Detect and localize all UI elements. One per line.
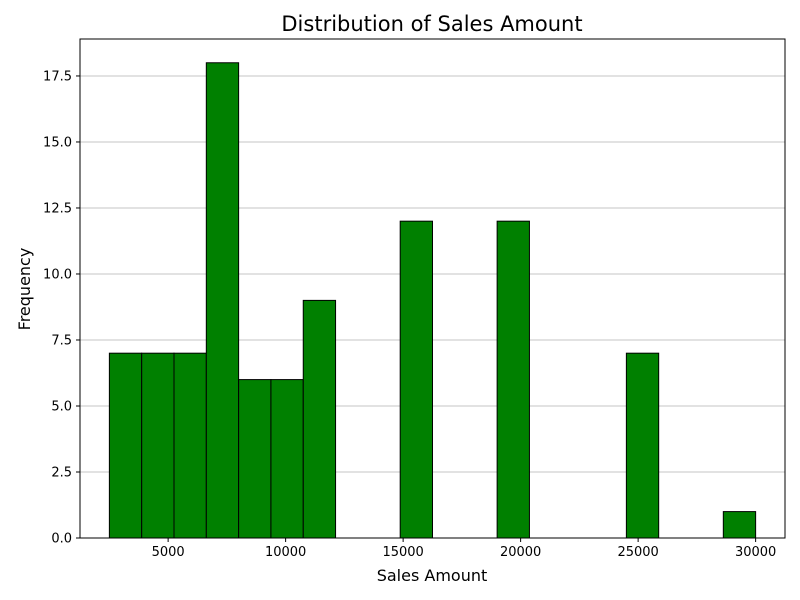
histogram-bar-4 <box>238 379 272 539</box>
y-tick-label-2: 5.0 <box>51 399 72 414</box>
histogram-bar-6 <box>302 299 337 539</box>
y-tick-label-5: 12.5 <box>43 201 72 216</box>
histogram-bar-19 <box>722 511 757 539</box>
x-tick-label-5: 30000 <box>735 545 776 560</box>
y-axis-title: Frequency <box>15 248 34 331</box>
histogram-bar-5 <box>270 379 304 539</box>
histogram-bar-9 <box>399 220 433 539</box>
x-axis-title: Sales Amount <box>377 566 488 585</box>
y-tick-label-6: 15.0 <box>43 135 72 150</box>
y-axis-ticks: 0.0 2.5 5.0 7.5 10.0 12.5 15.0 17.5 <box>43 69 80 547</box>
x-tick-label-4: 25000 <box>617 545 658 560</box>
histogram-bar-16 <box>625 352 660 539</box>
y-tick-label-3: 7.5 <box>51 333 72 348</box>
x-tick-label-1: 10000 <box>265 545 306 560</box>
chart-title: Distribution of Sales Amount <box>281 12 582 36</box>
y-tick-label-0: 0.0 <box>51 532 72 547</box>
histogram-bar-12 <box>496 220 530 539</box>
histogram-bar-3 <box>205 62 240 539</box>
x-tick-label-0: 5000 <box>152 545 185 560</box>
histogram-bars <box>108 62 757 539</box>
y-tick-label-4: 10.0 <box>43 267 72 282</box>
histogram-bar-0 <box>108 352 143 539</box>
y-tick-label-7: 17.5 <box>43 69 72 84</box>
x-tick-label-2: 15000 <box>382 545 423 560</box>
x-tick-label-3: 20000 <box>500 545 541 560</box>
y-tick-label-1: 2.5 <box>51 465 72 480</box>
plot-frame <box>79 38 786 539</box>
x-axis-ticks: 5000 10000 15000 20000 25000 30000 <box>152 538 776 560</box>
histogram-bar-1 <box>141 352 175 539</box>
histogram-bar-2 <box>173 352 207 539</box>
